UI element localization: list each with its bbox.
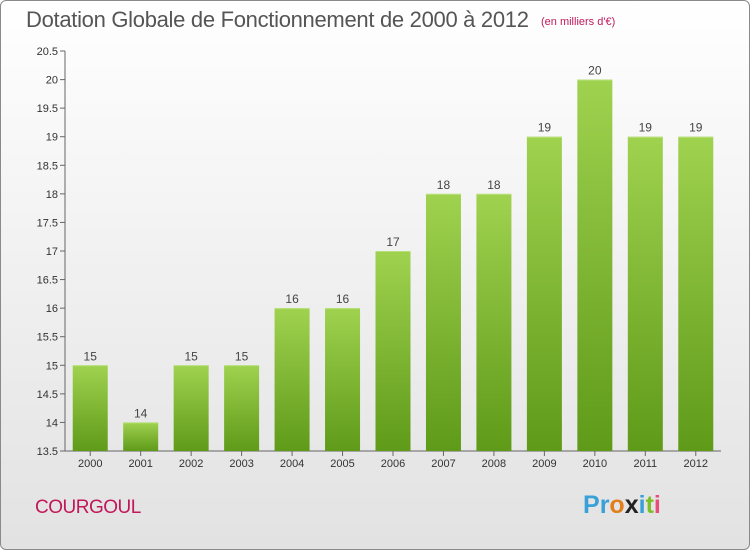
value-labels: 15 14 15 15 16 16 17 18 18 19 20 19 19 [84, 64, 703, 421]
y-tick-label: 14 [46, 417, 58, 429]
x-tick-label: 2004 [280, 458, 304, 470]
x-tick-label: 2012 [684, 458, 708, 470]
proxiti-logo[interactable]: Proxiti [583, 491, 661, 520]
value-label: 20 [588, 64, 602, 78]
x-tick-label: 2003 [229, 458, 253, 470]
logo-letter: x [624, 491, 639, 519]
y-tick-label: 15 [46, 360, 58, 372]
y-tick-label: 18.5 [37, 160, 58, 172]
x-tick-label: 2009 [532, 458, 556, 470]
y-tick-label: 19 [46, 132, 58, 144]
y-tick-label: 20 [46, 75, 58, 87]
x-tick-label: 2005 [330, 458, 354, 470]
y-tick-label: 16 [46, 303, 58, 315]
bar-2012 [678, 136, 714, 451]
x-tick-label: 2000 [78, 458, 102, 470]
y-tick-label: 15.5 [37, 332, 58, 344]
bars [72, 79, 714, 452]
bar-2000 [72, 365, 108, 451]
y-tick-label: 16.5 [37, 275, 58, 287]
value-label: 15 [235, 349, 249, 363]
x-tick-label: 2011 [633, 458, 657, 470]
value-label: 19 [639, 121, 653, 135]
value-label: 19 [689, 121, 703, 135]
y-tick-label: 17.5 [37, 217, 58, 229]
value-label: 15 [184, 349, 198, 363]
logo-letter: P [583, 491, 600, 519]
x-tick-label: 2007 [431, 458, 455, 470]
bar-2009 [526, 136, 562, 451]
logo-letter: o [609, 491, 625, 519]
chart-subtitle: (en milliers d'€) [541, 16, 616, 28]
logo-letter: i [653, 491, 661, 519]
bar-2011 [627, 136, 663, 451]
x-tick-label: 2010 [583, 458, 607, 470]
y-tick-label: 14.5 [37, 389, 58, 401]
bar-2002 [173, 365, 209, 451]
value-label: 15 [84, 349, 98, 363]
logo-letter: r [599, 491, 610, 519]
x-tick-label: 2006 [381, 458, 405, 470]
value-label: 18 [437, 178, 451, 192]
city-name: COURGOUL [35, 497, 141, 518]
bar-2010 [577, 79, 613, 452]
value-label: 19 [538, 121, 552, 135]
value-label: 16 [285, 292, 299, 306]
x-tick-label: 2001 [128, 458, 152, 470]
y-tick-label: 20.5 [37, 46, 58, 58]
bar-2003 [224, 365, 260, 451]
axes: 13.5 14 14.5 15 15.5 16 16.5 17 17.5 18 18.5 19 19.5… [37, 46, 721, 470]
bar-2004 [274, 308, 310, 451]
logo-letter: i [638, 491, 646, 519]
y-tick-label: 13.5 [37, 446, 58, 458]
bar-2007 [425, 193, 461, 451]
y-tick-label: 19.5 [37, 103, 58, 115]
logo-letter: t [645, 491, 654, 519]
bar-2008 [476, 193, 512, 451]
x-tick-label: 2002 [179, 458, 203, 470]
value-label: 16 [336, 292, 350, 306]
bar-2005 [325, 308, 361, 451]
bar-2001 [123, 422, 159, 451]
value-label: 14 [134, 406, 148, 420]
y-tick-label: 18 [46, 189, 58, 201]
value-label: 18 [487, 178, 501, 192]
chart-title: Dotation Globale de Fonctionnement de 20… [26, 7, 529, 32]
value-label: 17 [386, 235, 400, 249]
bar-2006 [375, 251, 411, 451]
x-tick-label: 2008 [482, 458, 506, 470]
y-tick-label: 17 [46, 246, 58, 258]
